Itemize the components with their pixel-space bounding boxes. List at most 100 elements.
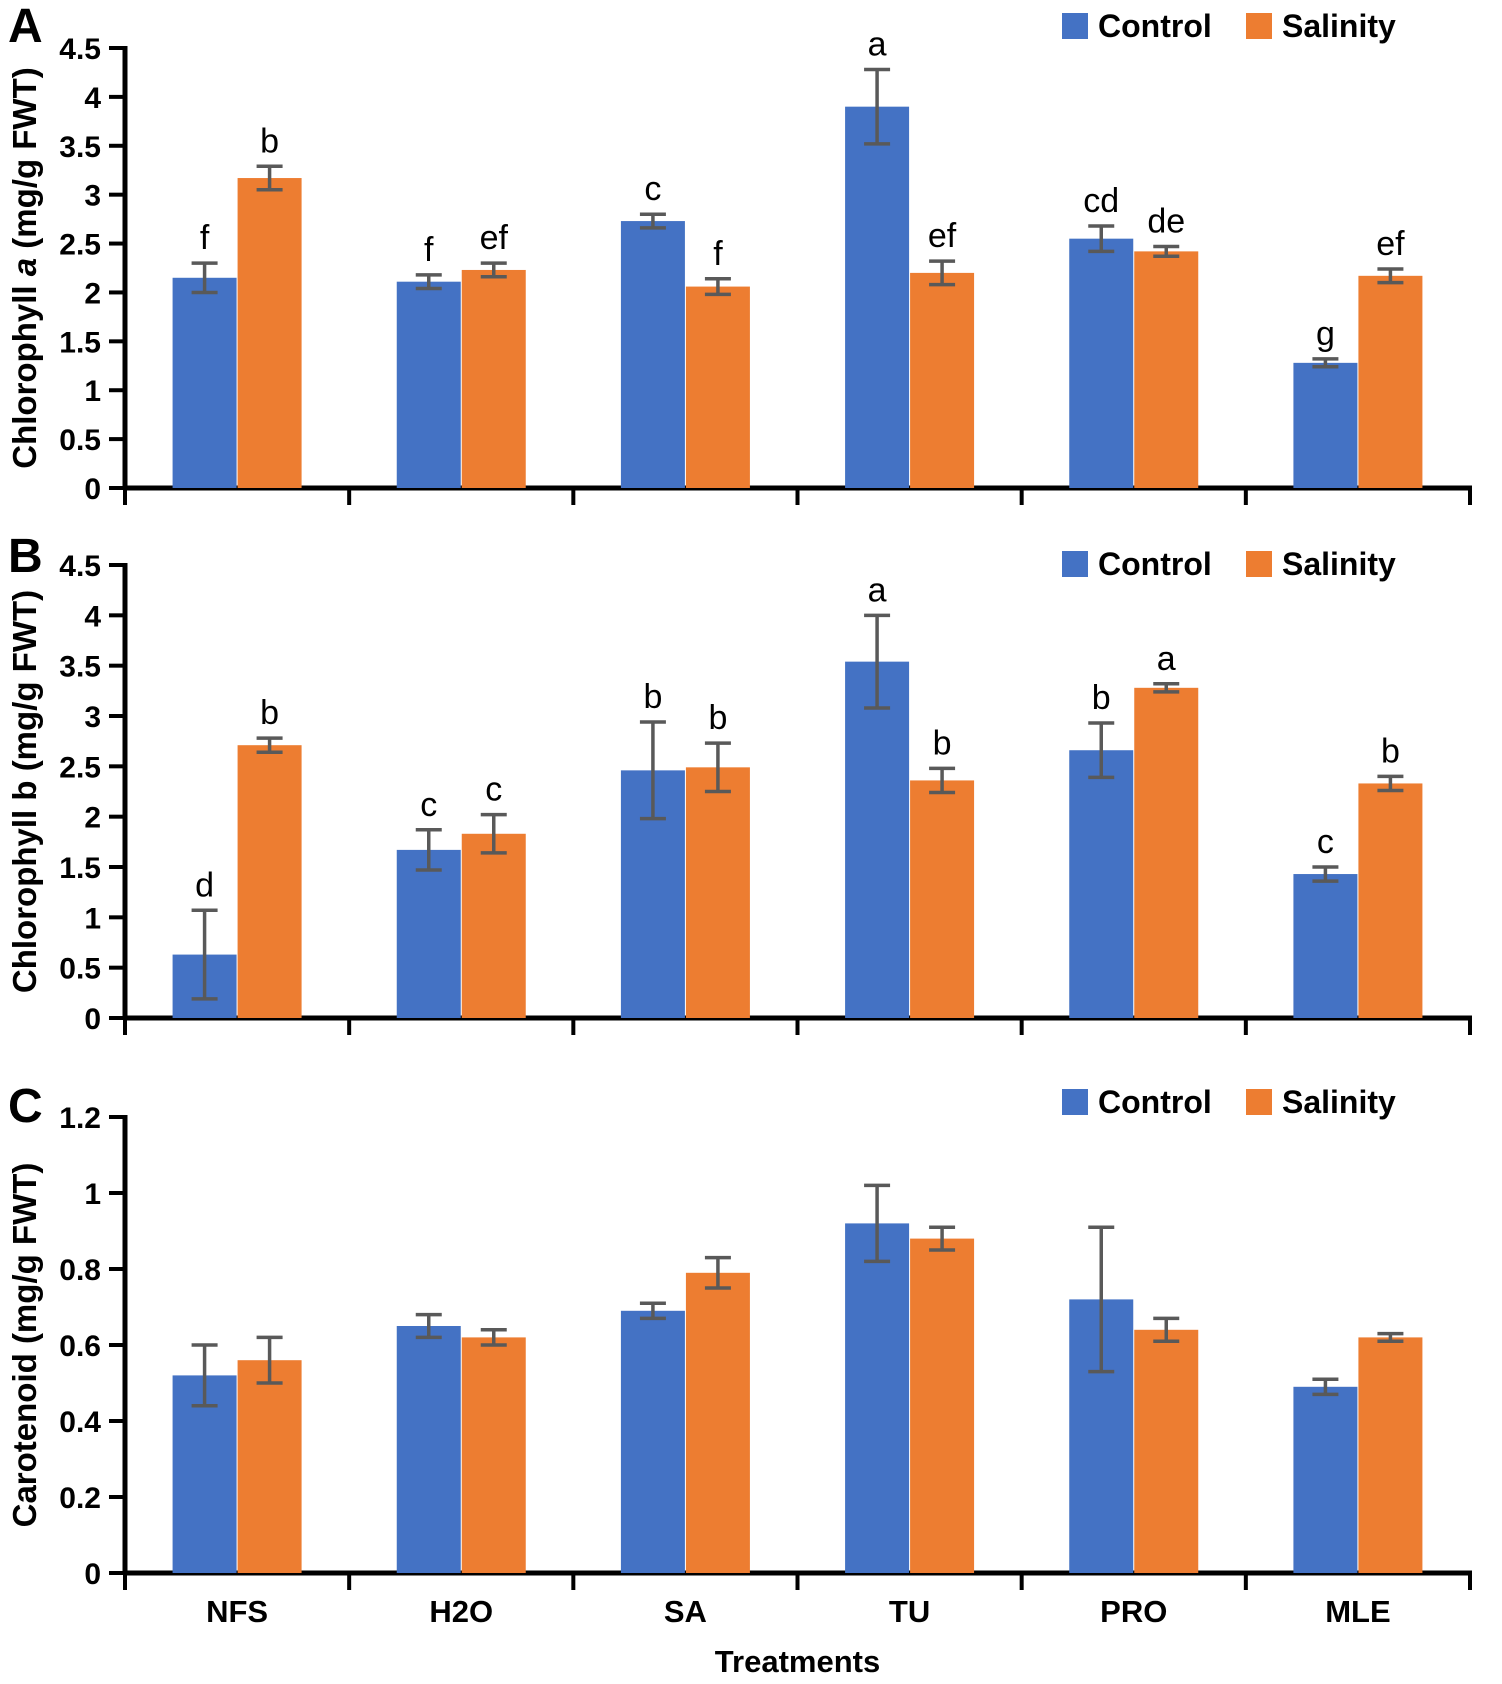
error-bar-salinity-SA: [704, 1255, 731, 1290]
y-tick-label: 4.5: [59, 33, 101, 66]
bar-control-TU: [845, 1223, 910, 1573]
error-bar-salinity-TU: [929, 259, 956, 287]
error-bar-salinity-TU: [929, 1225, 956, 1252]
legend-label-control: Control: [1098, 8, 1212, 44]
bar-control-MLE: [1293, 1386, 1358, 1573]
bar-control-MLE: [1293, 362, 1358, 488]
panel-letter-B: B: [8, 530, 43, 583]
y-tick-label: 1.5: [59, 326, 101, 359]
legend-label-control: Control: [1098, 1084, 1212, 1120]
panel-A: A Chlorophyll a (mg/g FWT) 0 0.5 1 1.5 2 2.5 3 3.…: [6, 0, 1472, 506]
error-bar-salinity-PRO: [1153, 1316, 1180, 1343]
error-bar-salinity-PRO: [1153, 682, 1180, 694]
legend-swatch-control: [1062, 551, 1088, 577]
bar-salinity-H2O: [461, 269, 526, 488]
sig-letter-control-SA: b: [643, 678, 662, 716]
bar-salinity-NFS: [237, 745, 302, 1018]
error-bar-control-H2O: [415, 1312, 442, 1340]
y-tick-label: 0.8: [59, 1254, 101, 1287]
y-tick-label: 0.5: [59, 424, 101, 457]
error-bar-control-H2O: [415, 828, 442, 872]
x-category-label-NFS: NFS: [206, 1594, 268, 1629]
y-axis-title-part: Carotenoid (mg/g FWT): [6, 1163, 43, 1528]
sig-letter-salinity-PRO: a: [1157, 640, 1176, 678]
error-bar-control-PRO: [1088, 721, 1115, 780]
x-category-label-SA: SA: [664, 1594, 707, 1629]
legend-C: Control Salinity: [1062, 1084, 1396, 1120]
bar-salinity-SA: [685, 286, 750, 488]
legend-swatch-salinity: [1246, 551, 1272, 577]
bar-control-H2O: [396, 849, 461, 1018]
bar-salinity-PRO: [1134, 251, 1199, 488]
bar-salinity-TU: [910, 780, 975, 1018]
y-tick-label: 2: [84, 277, 101, 310]
error-bar-salinity-SA: [704, 741, 731, 794]
legend-label-salinity: Salinity: [1282, 1084, 1396, 1120]
y-tick-label: 3: [84, 701, 101, 734]
error-bar-control-NFS: [191, 261, 218, 295]
sig-letter-salinity-H2O: ef: [480, 219, 509, 257]
panel-letter-A: A: [8, 0, 43, 53]
error-bar-control-H2O: [415, 273, 442, 291]
legend-label-control: Control: [1098, 546, 1212, 582]
error-bar-salinity-MLE: [1377, 774, 1404, 793]
sig-letter-control-H2O: f: [424, 231, 434, 269]
y-tick-label: 4.5: [59, 550, 101, 583]
y-tick-label: 3.5: [59, 651, 101, 684]
error-bar-control-PRO: [1088, 1225, 1115, 1374]
bar-salinity-NFS: [237, 1360, 302, 1573]
sig-letter-control-H2O: c: [420, 786, 437, 824]
sig-letter-salinity-NFS: b: [260, 694, 279, 732]
error-bar-salinity-H2O: [480, 1328, 507, 1347]
error-bar-salinity-H2O: [480, 812, 507, 855]
bar-control-NFS: [172, 1375, 237, 1573]
sig-letter-control-TU: a: [868, 571, 887, 609]
sig-letter-control-NFS: d: [195, 866, 214, 904]
y-axis-title-part: Chlorophyll b (mg/g FWT): [6, 590, 43, 993]
error-bar-control-MLE: [1312, 865, 1339, 883]
sig-letter-control-NFS: f: [200, 219, 210, 257]
sig-letter-salinity-TU: ef: [928, 217, 957, 255]
sig-letter-salinity-MLE: b: [1381, 732, 1400, 770]
bar-salinity-TU: [910, 272, 975, 488]
legend-swatch-salinity: [1246, 13, 1272, 39]
error-bar-control-SA: [639, 720, 666, 821]
legend-swatch-control: [1062, 1089, 1088, 1115]
error-bar-control-MLE: [1312, 357, 1339, 369]
error-bar-control-TU: [864, 1183, 891, 1264]
legend-A: Control Salinity: [1062, 8, 1396, 44]
error-bar-control-NFS: [191, 908, 218, 1001]
bar-control-MLE: [1293, 874, 1358, 1018]
sig-letter-salinity-SA: b: [708, 699, 727, 737]
bar-salinity-MLE: [1358, 1337, 1423, 1573]
bar-control-NFS: [172, 277, 237, 488]
error-bar-control-MLE: [1312, 1377, 1339, 1397]
bar-control-TU: [845, 106, 910, 489]
error-bar-control-TU: [864, 613, 891, 710]
error-bar-salinity-MLE: [1377, 267, 1404, 285]
x-category-label-MLE: MLE: [1325, 1594, 1390, 1629]
error-bar-salinity-H2O: [480, 261, 507, 279]
bar-salinity-MLE: [1358, 275, 1423, 488]
y-tick-label: 2.5: [59, 751, 101, 784]
bar-salinity-PRO: [1134, 687, 1199, 1018]
sig-letter-salinity-MLE: ef: [1376, 225, 1405, 263]
y-tick-label: 0.2: [59, 1482, 101, 1515]
error-bar-control-TU: [864, 67, 891, 146]
y-axis-title-part: Chlorophyll: [6, 276, 43, 469]
panel-C: C Carotenoid (mg/g FWT) 0 0.2 0.4 0.6 0.8 1 1.2 C…: [6, 1080, 1472, 1629]
y-tick-label: 1: [84, 902, 101, 935]
y-tick-label: 2: [84, 802, 101, 835]
error-bar-control-SA: [639, 212, 666, 230]
y-tick-label: 4: [84, 600, 101, 633]
y-axis-title-C: Carotenoid (mg/g FWT): [6, 1163, 43, 1528]
legend-swatch-salinity: [1246, 1089, 1272, 1115]
sig-letter-salinity-H2O: c: [485, 771, 502, 809]
error-bar-salinity-TU: [929, 766, 956, 795]
x-category-label-PRO: PRO: [1100, 1594, 1167, 1629]
bar-salinity-H2O: [461, 833, 526, 1018]
sig-letter-salinity-TU: b: [933, 724, 952, 762]
panel-B: B Chlorophyll b (mg/g FWT) 0 0.5 1 1.5 2 2.5 3 3.…: [6, 530, 1472, 1036]
y-tick-label: 0: [84, 1003, 101, 1036]
